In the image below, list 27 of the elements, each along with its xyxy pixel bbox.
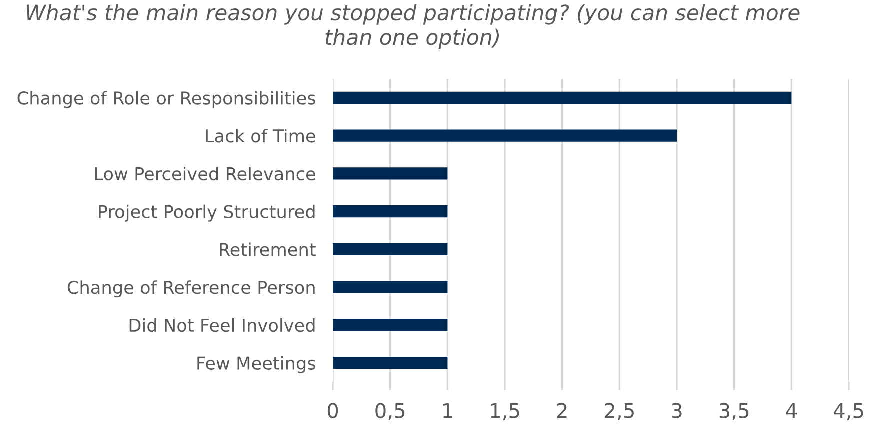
bar	[333, 168, 448, 180]
bar	[333, 205, 448, 218]
bar	[333, 92, 792, 104]
x-tick-label: 0,5	[376, 403, 405, 420]
bar	[333, 243, 448, 256]
x-tick-label: 3,5	[720, 403, 749, 420]
y-tick-label: Change of Reference Person	[68, 280, 315, 298]
bar	[333, 319, 448, 332]
x-tick-label: 4	[786, 403, 797, 418]
x-tick-label: 1	[443, 403, 452, 418]
bar	[333, 356, 448, 370]
chart-title: What's the main reason you stopped participating? (you can select more than one option)	[26, 4, 800, 50]
x-tick-label: 3	[672, 403, 682, 418]
y-tick-label: Retirement	[220, 242, 316, 256]
bar	[333, 130, 678, 142]
y-tick-label: Project Poorly Structured	[99, 204, 315, 222]
x-tick-label: 4,5	[834, 403, 864, 420]
y-tick-label: Low Perceived Relevance	[95, 166, 316, 181]
x-tick-label: 2	[557, 403, 567, 418]
x-tick-label: 1,5	[491, 403, 520, 420]
y-tick-label: Lack of Time	[206, 129, 316, 143]
x-tick-label: 2,5	[605, 403, 634, 420]
x-tick-label: 0	[328, 403, 338, 418]
y-tick-label: Change of Role or Responsibilities	[18, 91, 316, 108]
y-tick-label: Few Meetings	[198, 356, 316, 374]
y-tick-label: Did Not Feel Involved	[130, 318, 315, 332]
bar	[333, 281, 448, 294]
